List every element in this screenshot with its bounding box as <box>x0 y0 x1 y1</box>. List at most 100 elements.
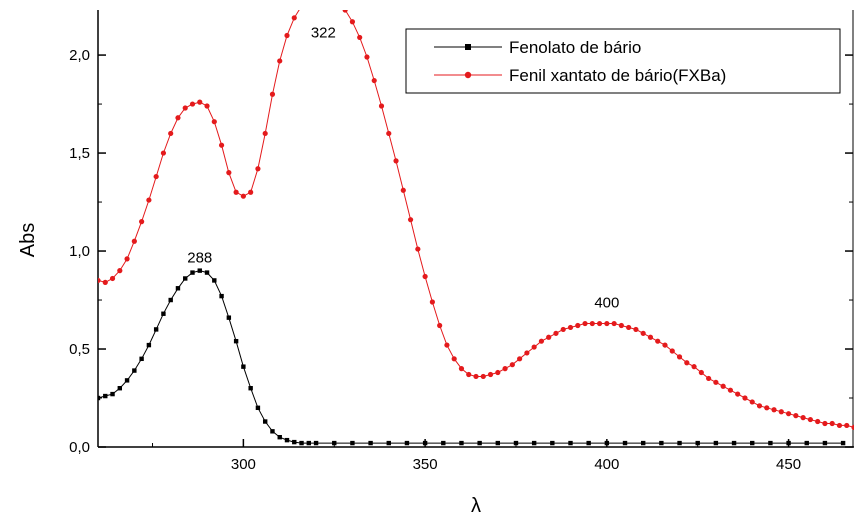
data-point <box>277 58 283 64</box>
data-point <box>404 440 410 446</box>
data-point <box>328 0 333 1</box>
data-point <box>212 278 217 283</box>
series-line <box>98 270 844 444</box>
data-point <box>655 338 661 344</box>
data-point <box>676 354 683 360</box>
data-point <box>197 268 202 273</box>
data-point <box>640 440 646 446</box>
data-point <box>804 440 809 446</box>
data-point <box>393 158 399 164</box>
data-point <box>429 299 435 305</box>
data-point <box>284 32 290 39</box>
data-point <box>306 0 311 3</box>
data-point <box>477 440 482 446</box>
data-point <box>219 293 224 299</box>
data-point <box>102 279 108 285</box>
data-point <box>270 429 275 434</box>
data-point <box>437 322 443 329</box>
data-point <box>771 407 777 413</box>
x-tick-label: 450 <box>776 456 801 473</box>
data-point <box>586 440 591 446</box>
data-point <box>742 395 748 401</box>
data-point <box>822 420 828 427</box>
data-point <box>233 189 239 195</box>
data-point <box>368 440 373 446</box>
data-point <box>713 440 719 446</box>
annotations: 288 322 400 <box>187 24 619 311</box>
y-axis-title: Abs <box>17 223 39 257</box>
data-point <box>851 424 854 431</box>
data-point <box>161 311 166 316</box>
data-point <box>662 342 668 348</box>
data-point <box>622 440 628 446</box>
data-point <box>604 320 610 327</box>
data-point <box>146 342 152 348</box>
data-point <box>98 277 101 284</box>
y-tick-label: 1,5 <box>69 145 90 162</box>
series-fenolato <box>98 268 846 446</box>
data-point <box>531 344 537 350</box>
data-point <box>560 326 566 333</box>
data-point <box>538 338 545 344</box>
data-point <box>441 440 446 446</box>
data-point <box>546 334 552 340</box>
data-point <box>444 342 450 348</box>
data-point <box>168 297 173 303</box>
data-point <box>335 0 340 5</box>
y-tick-label: 1,0 <box>69 243 90 260</box>
data-point <box>306 440 312 446</box>
axes: 300 350 400 450 0,0 0,5 1,0 1,5 2,0 <box>69 10 854 473</box>
data-point <box>350 440 355 446</box>
data-point <box>175 115 181 121</box>
data-point <box>822 440 828 446</box>
data-point <box>786 440 791 446</box>
data-point <box>509 362 515 368</box>
legend-entry: Fenolato de bário <box>434 38 641 57</box>
data-point <box>262 419 268 424</box>
data-point <box>487 371 494 378</box>
data-point <box>153 173 159 180</box>
data-point <box>513 440 519 446</box>
data-point <box>189 101 196 107</box>
data-point <box>502 366 508 372</box>
data-point <box>241 364 246 369</box>
x-tick-label: 350 <box>413 456 438 473</box>
data-point <box>117 268 123 274</box>
data-point <box>110 391 115 397</box>
data-point <box>633 326 639 333</box>
data-point <box>640 330 646 336</box>
data-point <box>713 379 719 385</box>
data-point <box>291 15 297 21</box>
data-point <box>98 395 101 401</box>
data-point <box>132 368 137 373</box>
legend: Fenolato de bário Fenil xantato de bário(… <box>405 28 841 94</box>
data-point <box>146 197 152 203</box>
legend-marker <box>464 71 472 79</box>
data-point <box>582 320 588 327</box>
data-point <box>299 3 304 8</box>
data-point <box>575 322 581 329</box>
data-point <box>459 440 464 446</box>
data-point <box>568 440 573 446</box>
data-point <box>175 286 181 291</box>
data-point <box>204 270 210 275</box>
data-point <box>727 387 734 393</box>
data-point <box>277 435 282 440</box>
data-point <box>183 276 188 281</box>
data-point <box>357 34 363 41</box>
data-point <box>550 440 555 446</box>
legend-entry: Fenil xantato de bário(FXBa) <box>434 66 726 85</box>
data-point <box>386 130 392 137</box>
data-point <box>684 360 690 366</box>
data-point <box>248 386 253 391</box>
y-tick-label: 0,0 <box>69 439 90 456</box>
data-point <box>255 405 261 411</box>
legend-label: Fenolato de bário <box>509 38 641 57</box>
data-point <box>371 77 377 84</box>
peak-label: 400 <box>594 295 619 312</box>
data-point <box>756 403 763 409</box>
data-point <box>204 103 210 109</box>
data-point <box>139 356 144 362</box>
legend-marker <box>465 44 471 50</box>
